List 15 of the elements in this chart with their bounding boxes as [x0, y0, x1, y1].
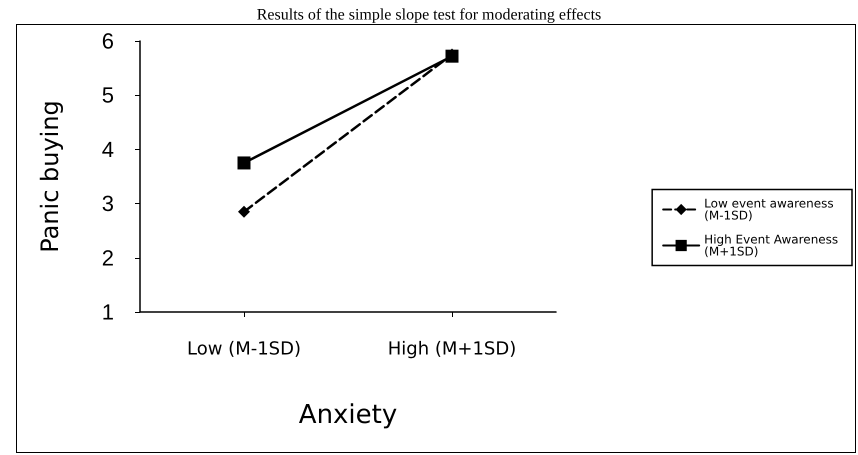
x-tick-label: High (M+1SD) — [388, 338, 516, 360]
x-tick-label: Low (M-1SD) — [187, 338, 301, 360]
chart-title: Results of the simple slope test for moderating effects — [256, 6, 602, 24]
y-tick-label: 5 — [102, 82, 114, 108]
legend-label: High Event Awareness (M+1SD) — [704, 232, 842, 258]
point — [238, 206, 250, 218]
y-tick-label: 4 — [102, 136, 114, 162]
y-tick-label: 6 — [102, 28, 114, 54]
y-tick-label: 2 — [102, 245, 114, 270]
legend-label: Low event awareness (M-1SD) — [704, 196, 838, 222]
y-tick-label: 1 — [102, 300, 114, 324]
point — [238, 156, 250, 170]
x-axis-title: Anxiety — [298, 400, 398, 430]
y-axis-title: Panic buying — [36, 100, 64, 253]
y-tick-label: 3 — [102, 191, 114, 216]
